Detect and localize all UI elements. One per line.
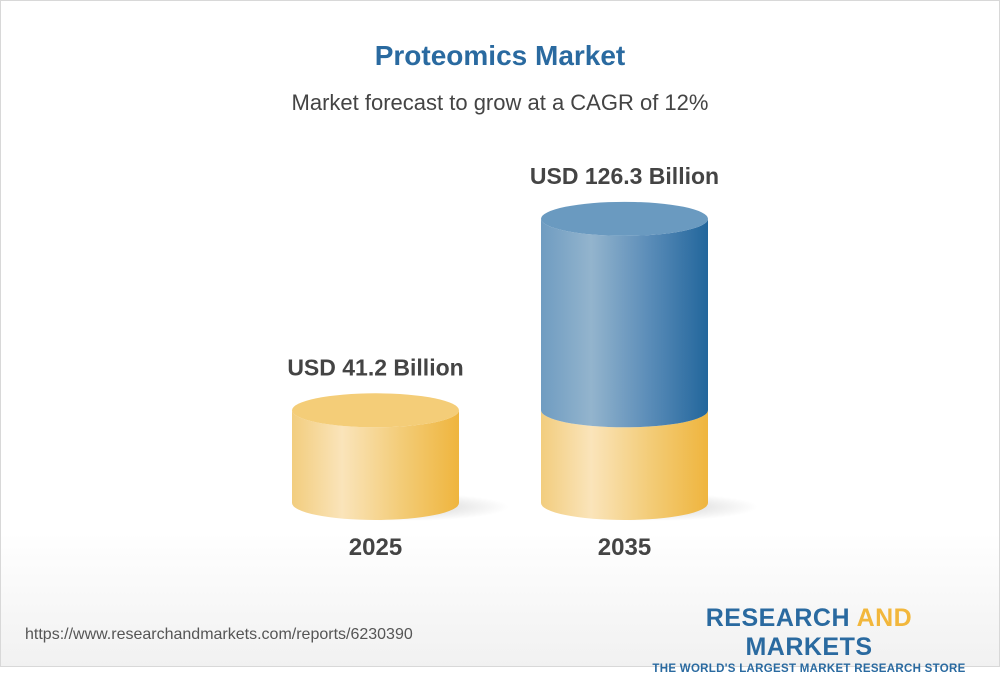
data-label: USD 126.3 Billion <box>530 163 719 189</box>
bar-2025-body <box>292 410 460 520</box>
research-and-markets-logo: RESEARCH AND MARKETS THE WORLD'S LARGEST… <box>652 604 966 675</box>
bar-2025-top <box>292 393 459 428</box>
category-label: 2035 <box>598 534 651 561</box>
data-label: USD 41.2 Billion <box>287 354 463 380</box>
chart-subtitle: Market forecast to grow at a CAGR of 12% <box>291 90 709 115</box>
chart-title: Proteomics Market <box>374 40 626 71</box>
category-label: 2025 <box>349 534 402 561</box>
bar-2035-top <box>541 201 708 236</box>
bar-2035-growth-segment <box>541 218 708 428</box>
cylinder-chart: USD 41.2 Billion 2025 USD 126.3 Billion 203… <box>287 163 758 561</box>
bar-2035-base-segment <box>541 410 708 520</box>
source-url[interactable]: https://www.researchandmarkets.com/repor… <box>25 626 413 643</box>
